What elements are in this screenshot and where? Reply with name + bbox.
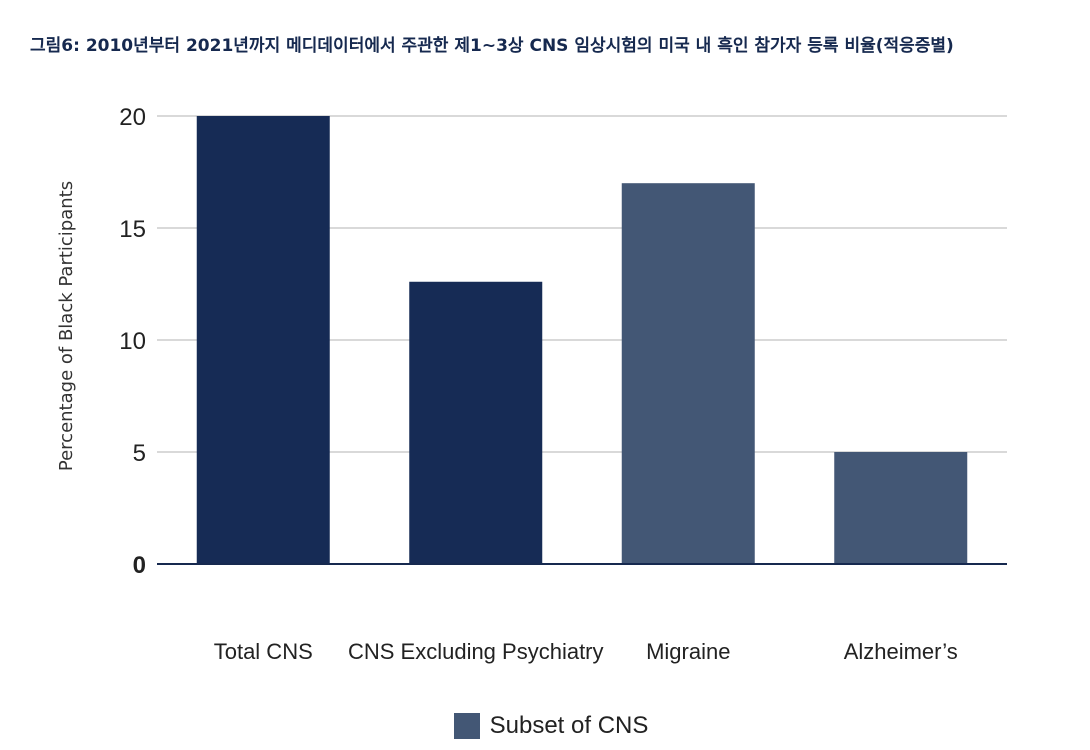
category-label-3: Alzheimer’s [844, 639, 958, 664]
y-tick-label-0: 0 [133, 552, 146, 579]
y-axis-label: Percentage of Black Participants [56, 181, 77, 471]
bar-1 [409, 281, 543, 564]
x-category-labels: Total CNS CNS Excluding Psychiatry Migrain… [214, 639, 958, 664]
bars [196, 116, 968, 564]
category-label-1: CNS Excluding Psychiatry [348, 639, 604, 664]
bar-3 [834, 452, 968, 564]
y-tick-label-20: 20 [119, 104, 146, 131]
category-label-2: Migraine [646, 639, 730, 664]
y-tick-labels: 0 5 10 15 20 [119, 104, 146, 579]
legend-label: Subset of CNS [489, 712, 649, 739]
bar-chart: 0 5 10 15 20 Total CNS CNS Excluding Psychiat… [56, 104, 1007, 664]
legend-swatch [453, 713, 480, 739]
chart-title: 그림6: 2010년부터 2021년까지 메디데이터에서 주관한 제1~3상 C… [30, 36, 954, 56]
category-label-0: Total CNS [214, 639, 313, 664]
y-tick-label-5: 5 [133, 440, 146, 467]
bar-0 [196, 116, 330, 564]
legend: Subset of CNS [0, 708, 1090, 744]
y-tick-label-10: 10 [119, 328, 146, 355]
bar-2 [621, 183, 755, 564]
y-tick-label-15: 15 [119, 216, 146, 243]
